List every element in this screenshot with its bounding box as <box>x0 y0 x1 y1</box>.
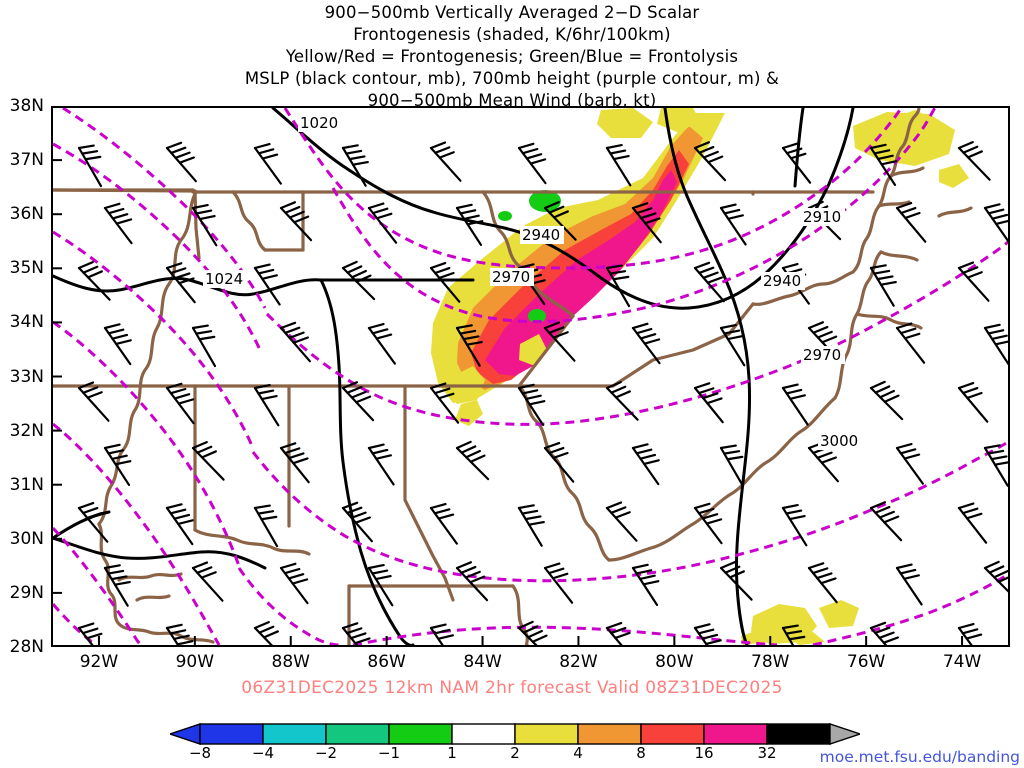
axis-ticks <box>53 159 964 645</box>
h700-label-2940-b: 2940 <box>763 272 801 290</box>
lat-tick-37N: 37N <box>9 150 44 171</box>
wind-barbs <box>77 140 1008 645</box>
lat-tick-30N: 30N <box>9 528 44 549</box>
h700-label-3000: 3000 <box>820 432 858 450</box>
lat-tick-33N: 33N <box>9 366 44 387</box>
title-line-4: MSLP (black contour, mb), 700mb height (… <box>244 69 780 88</box>
lon-tick-80W: 80W <box>655 652 694 672</box>
title-line-1: 900−500mb Vertically Averaged 2−D Scalar <box>324 3 700 22</box>
map-plot-area[interactable]: 1020 1024 2940 2970 2910 2940 2970 3000 <box>51 106 1010 647</box>
colorbar-label-7: 8 <box>636 744 646 762</box>
colorbar-segment-8 <box>703 723 768 745</box>
colorbar-label-4: 1 <box>447 744 457 762</box>
lon-tick-78W: 78W <box>751 652 790 672</box>
colorbar-segment-6 <box>577 723 642 745</box>
forecast-valid-text: 06Z31DEC2025 12km NAM 2hr forecast Valid… <box>241 678 783 698</box>
lon-tick-90W: 90W <box>175 652 215 672</box>
colorbar-segment-1 <box>262 723 327 745</box>
colorbar-under-arrow <box>170 723 201 745</box>
colorbar[interactable] <box>170 722 860 746</box>
lon-tick-86W: 86W <box>367 652 406 672</box>
title-line-5: 900−500mb Mean Wind (barb, kt) <box>367 91 657 110</box>
mslp-label-1020: 1020 <box>300 114 338 132</box>
lat-tick-34N: 34N <box>9 312 44 333</box>
colorbar-label-0: −8 <box>188 744 212 762</box>
contour-labels: 1020 1024 2940 2970 2910 2940 2970 3000 <box>203 114 862 450</box>
colorbar-label-6: 4 <box>573 744 583 762</box>
h700-label-2910: 2910 <box>803 208 841 226</box>
frontolysis-green-blobs <box>498 190 561 323</box>
colorbar-svg <box>170 723 860 745</box>
colorbar-label-5: 2 <box>510 744 520 762</box>
lon-tick-76W: 76W <box>846 652 886 672</box>
lon-tick-82W: 82W <box>559 652 598 672</box>
lat-tick-36N: 36N <box>9 204 44 225</box>
colorbar-segment-2 <box>325 723 390 745</box>
colorbar-label-9: 32 <box>757 744 777 762</box>
lon-tick-74W: 74W <box>942 652 982 672</box>
lat-tick-31N: 31N <box>9 474 44 495</box>
title-line-2: Frontogenesis (shaded, K/6hr/100km) <box>353 25 671 44</box>
lat-tick-29N: 29N <box>9 582 44 603</box>
colorbar-segment-5 <box>514 723 579 745</box>
mslp-label-1024: 1024 <box>205 270 243 288</box>
lon-tick-92W: 92W <box>79 652 119 672</box>
title-line-3: Yellow/Red = Frontogenesis; Green/Blue =… <box>285 47 739 66</box>
colorbar-label-8: 16 <box>694 744 714 762</box>
colorbar-over-arrow <box>829 723 860 745</box>
colorbar-label-1: −4 <box>251 744 275 762</box>
colorbar-segment-7 <box>640 723 705 745</box>
colorbar-segment-4 <box>451 723 516 745</box>
colorbar-label-3: −1 <box>377 744 401 762</box>
lat-tick-32N: 32N <box>9 420 44 441</box>
h700-label-2940-a: 2940 <box>522 226 560 244</box>
colorbar-segment-9 <box>766 723 831 745</box>
h700-label-2970-b: 2970 <box>803 346 841 364</box>
colorbar-segment-3 <box>388 723 453 745</box>
lon-tick-88W: 88W <box>271 652 310 672</box>
lon-tick-84W: 84W <box>463 652 502 672</box>
h700-label-2970-a: 2970 <box>492 268 530 286</box>
chart-title-block: 900−500mb Vertically Averaged 2−D Scalar… <box>0 2 1024 112</box>
colorbar-label-2: −2 <box>314 744 338 762</box>
colorbar-segment-0 <box>199 723 264 745</box>
lat-tick-38N: 38N <box>9 96 44 116</box>
map-canvas: 1020 1024 2940 2970 2910 2940 2970 3000 <box>53 108 1008 645</box>
lat-tick-35N: 35N <box>9 258 44 279</box>
height-700mb-contours <box>53 108 1008 645</box>
lat-tick-28N: 28N <box>9 637 44 657</box>
site-watermark: moe.met.fsu.edu/banding <box>819 748 1020 766</box>
